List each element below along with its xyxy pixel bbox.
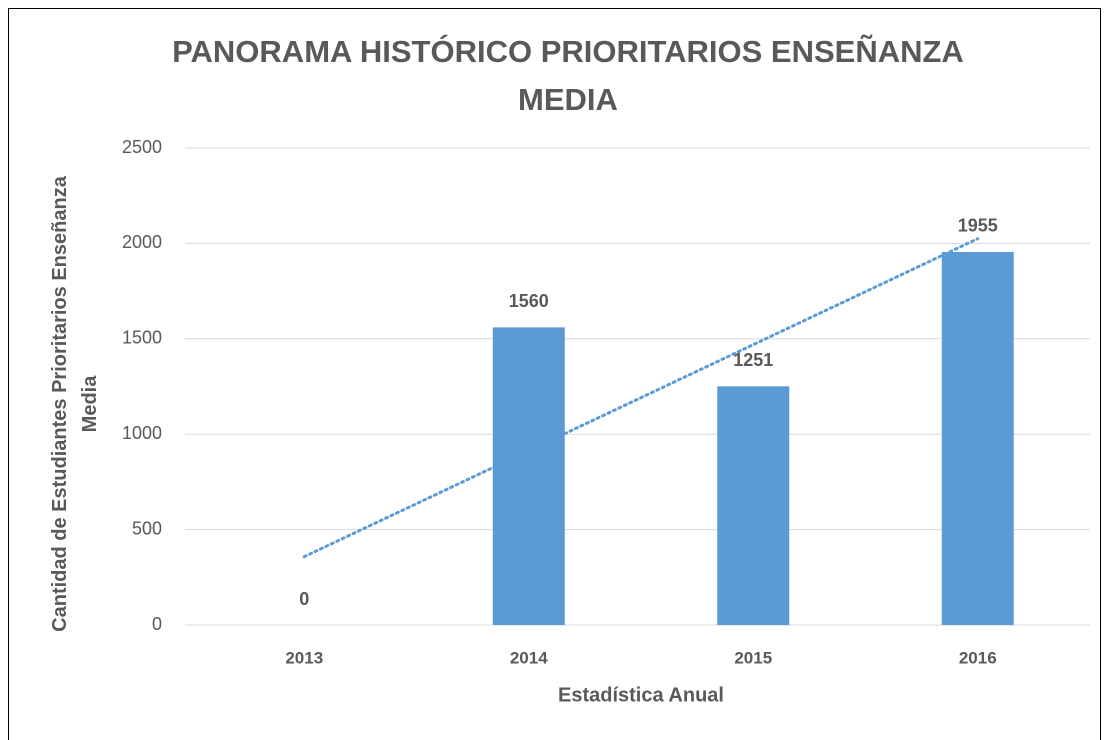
bar — [492, 327, 565, 625]
x-tick-label: 2014 — [510, 648, 548, 667]
x-tick-label: 2013 — [285, 648, 323, 667]
chart-border — [8, 8, 1101, 740]
chart-title: PANORAMA HISTÓRICO PRIORITARIOS ENSEÑANZ… — [172, 34, 964, 117]
y-tick-label: 1000 — [122, 423, 162, 443]
y-tick-label: 2500 — [122, 137, 162, 157]
data-label: 0 — [299, 589, 309, 609]
bar — [717, 386, 790, 625]
bar — [941, 251, 1014, 625]
y-tick-label: 1500 — [122, 328, 162, 348]
y-tick-label: 0 — [152, 614, 162, 634]
y-tick-label: 500 — [132, 518, 162, 538]
trendline — [302, 237, 980, 559]
x-axis-label: Estadística Anual — [558, 684, 724, 706]
data-label: 1560 — [509, 291, 549, 311]
x-tick-label: 2015 — [734, 648, 772, 667]
y-tick-label: 2000 — [122, 232, 162, 252]
data-label: 1955 — [958, 216, 998, 236]
data-label: 1251 — [733, 350, 773, 370]
y-axis-label: Cantidad de Estudiantes Prioritarios Ens… — [49, 176, 101, 632]
x-tick-label: 2016 — [959, 648, 997, 667]
